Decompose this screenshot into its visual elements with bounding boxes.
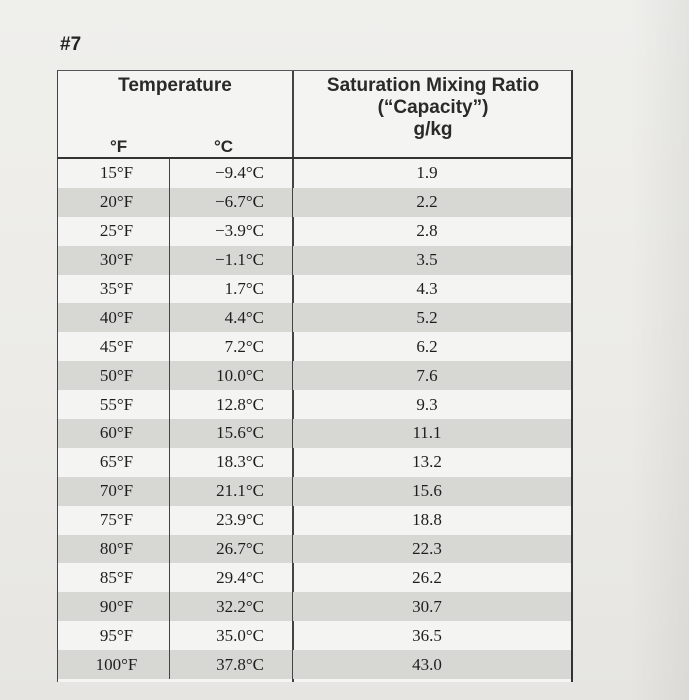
header-saturation-ratio: Saturation Mixing Ratio (“Capacity”) g/k… [294, 75, 572, 141]
cell-mixing-ratio: 5.2 [292, 303, 571, 333]
table-body: 15°F −9.4°C 1.9 20°F −6.7°C 2.2 25°F −3.9°C 2.8 3… [58, 157, 571, 680]
table-row: 55°F 12.8°C 9.3 [58, 390, 571, 420]
cell-celsius: 29.4°C [216, 567, 264, 587]
header-fahrenheit: °F [110, 137, 128, 156]
cell-celsius: 35.0°C [216, 625, 264, 645]
cell-fahrenheit: 35°F [58, 274, 170, 304]
cell-mixing-ratio: 43.0 [292, 650, 571, 680]
table-row: 80°F 26.7°C 22.3 [58, 534, 571, 564]
cell-celsius: 26.7°C [216, 539, 264, 559]
cell-mixing-ratio: 22.3 [292, 534, 571, 564]
cell-celsius: 21.1°C [216, 481, 264, 501]
cell-celsius: −3.9°C [215, 221, 264, 241]
table-row: 20°F −6.7°C 2.2 [58, 187, 571, 217]
table-row: 85°F 29.4°C 26.2 [58, 563, 571, 593]
table-row: 60°F 15.6°C 11.1 [58, 419, 571, 448]
cell-fahrenheit: 25°F [58, 216, 170, 246]
cell-celsius: 7.2°C [224, 336, 264, 356]
cell-fahrenheit: 45°F [58, 332, 170, 362]
table-row: 65°F 18.3°C 13.2 [58, 447, 571, 477]
cell-celsius: 15.6°C [216, 423, 264, 443]
cell-mixing-ratio: 1.9 [292, 159, 571, 188]
cell-fahrenheit: 80°F [58, 534, 170, 564]
cell-mixing-ratio: 15.6 [292, 476, 571, 506]
cell-fahrenheit: 15°F [58, 159, 170, 188]
header-celsius: °C [214, 137, 234, 156]
table-row: 90°F 32.2°C 30.7 [58, 592, 571, 622]
table-row: 30°F −1.1°C 3.5 [58, 245, 571, 275]
cell-celsius: 12.8°C [216, 394, 264, 414]
header-ratio-line3: g/kg [413, 119, 453, 140]
cell-fahrenheit: 60°F [58, 419, 170, 448]
header-ratio-line2: (“Capacity”) [377, 97, 489, 118]
cell-celsius: 18.3°C [216, 452, 264, 472]
table-row: 40°F 4.4°C 5.2 [58, 303, 571, 333]
cell-celsius: −6.7°C [215, 192, 264, 212]
table-row: 25°F −3.9°C 2.8 [58, 216, 571, 246]
cell-mixing-ratio: 9.3 [292, 390, 571, 420]
cell-mixing-ratio: 3.5 [292, 245, 571, 275]
cell-celsius: −9.4°C [215, 163, 264, 183]
cell-mixing-ratio: 36.5 [292, 621, 571, 651]
cell-celsius: 4.4°C [224, 307, 264, 327]
cell-celsius: −1.1°C [215, 250, 264, 270]
cell-fahrenheit: 55°F [58, 390, 170, 420]
cell-fahrenheit: 95°F [58, 621, 170, 651]
table-row: 75°F 23.9°C 18.8 [58, 505, 571, 535]
table-row: 35°F 1.7°C 4.3 [58, 274, 571, 304]
cell-mixing-ratio: 13.2 [292, 447, 571, 477]
cell-fahrenheit: 75°F [58, 505, 170, 535]
cell-fahrenheit: 70°F [58, 476, 170, 506]
cell-mixing-ratio: 7.6 [292, 361, 571, 391]
cell-mixing-ratio: 2.8 [292, 216, 571, 246]
header-ratio-line1: Saturation Mixing Ratio [326, 75, 540, 96]
cell-fahrenheit: 100°F [58, 650, 170, 680]
table-row: 70°F 21.1°C 15.6 [58, 476, 571, 506]
cell-fahrenheit: 40°F [58, 303, 170, 333]
cell-mixing-ratio: 2.2 [292, 187, 571, 217]
cell-mixing-ratio: 26.2 [292, 563, 571, 593]
cell-mixing-ratio: 6.2 [292, 332, 571, 362]
header-temperature: Temperature [118, 75, 232, 96]
cell-fahrenheit: 65°F [58, 447, 170, 477]
cell-fahrenheit: 20°F [58, 187, 170, 217]
cell-fahrenheit: 90°F [58, 592, 170, 622]
cell-fahrenheit: 30°F [58, 245, 170, 275]
table-row: 45°F 7.2°C 6.2 [58, 332, 571, 362]
problem-number: #7 [60, 34, 82, 55]
cell-fahrenheit: 85°F [58, 563, 170, 593]
saturation-table: Temperature °F °C Saturation Mixing Rati… [57, 70, 573, 682]
cell-mixing-ratio: 4.3 [292, 274, 571, 304]
cell-mixing-ratio: 18.8 [292, 505, 571, 535]
cell-mixing-ratio: 30.7 [292, 592, 571, 622]
table-row: 100°F 37.8°C 43.0 [58, 650, 571, 680]
table-row: 50°F 10.0°C 7.6 [58, 361, 571, 391]
cell-mixing-ratio: 11.1 [292, 419, 571, 448]
table-row: 95°F 35.0°C 36.5 [58, 621, 571, 651]
cell-fahrenheit: 50°F [58, 361, 170, 391]
cell-celsius: 37.8°C [216, 654, 264, 674]
cell-celsius: 1.7°C [224, 279, 264, 298]
cell-celsius: 32.2°C [216, 596, 264, 616]
table-row: 15°F −9.4°C 1.9 [58, 159, 571, 188]
cell-celsius: 10.0°C [216, 365, 264, 385]
page-shadow [629, 0, 689, 700]
cell-celsius: 23.9°C [216, 510, 264, 530]
